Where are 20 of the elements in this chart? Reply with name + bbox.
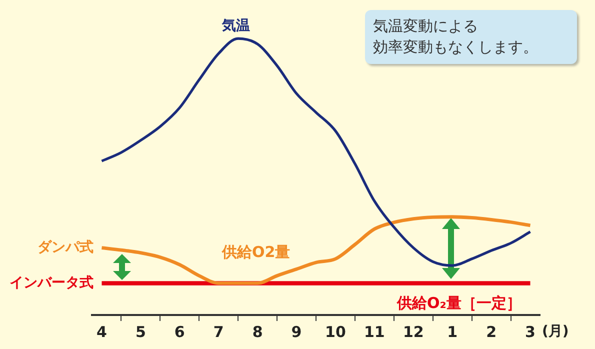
x-tick-label: 2: [486, 322, 497, 341]
series-label: インバータ式: [10, 274, 94, 291]
x-tick-label: 1: [447, 322, 458, 341]
x-tick-label: 5: [135, 322, 146, 341]
x-tick-label: 11: [364, 322, 385, 341]
x-tick-label: 8: [252, 322, 263, 341]
text: 気温変動による: [373, 16, 479, 37]
annotation: 供給O₂量［一定］: [397, 294, 522, 313]
series-label: 気温: [221, 18, 250, 34]
annotation: 効率変動もなくします。: [373, 37, 539, 58]
x-tick-label: 7: [213, 322, 224, 341]
x-tick-label: 10: [325, 322, 346, 341]
x-tick-label: 12: [402, 322, 424, 341]
x-tick-label: 4: [96, 322, 107, 341]
annotation: 供給O2量: [222, 243, 290, 262]
x-tick-label: 6: [174, 322, 185, 341]
series-label: ダンパ式: [38, 239, 94, 256]
x-tick-label: 3: [525, 322, 536, 341]
x-tick-label: 9: [291, 322, 302, 341]
x-axis-title: (月): [542, 324, 569, 340]
